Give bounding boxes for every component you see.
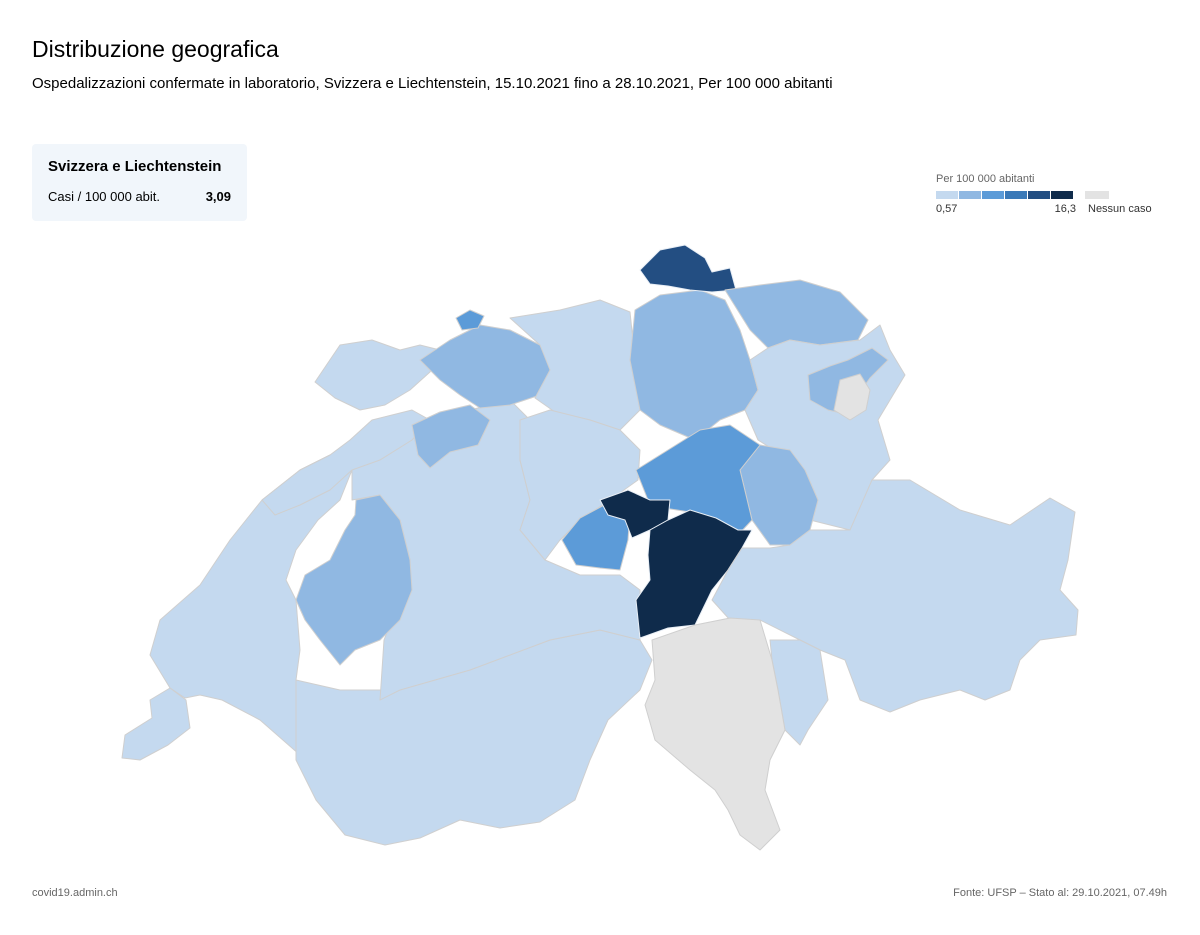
region-basel-city bbox=[455, 309, 485, 331]
region-schaffhausen bbox=[639, 244, 737, 293]
page-title: Distribuzione geografica bbox=[32, 36, 279, 62]
region-obwalden bbox=[561, 501, 631, 571]
legend-bin-6 bbox=[1051, 191, 1073, 199]
legend-color-bins bbox=[936, 191, 1074, 199]
region-fribourg bbox=[295, 494, 413, 666]
legend-title: Per 100 000 abitanti bbox=[936, 173, 1035, 185]
legend-min-label: 0,57 bbox=[936, 203, 958, 215]
summary-value: 3,09 bbox=[205, 189, 231, 204]
region-uri bbox=[635, 509, 753, 639]
legend-scale bbox=[936, 191, 1166, 199]
legend-bin-4 bbox=[1005, 191, 1027, 199]
summary-card: Svizzera e Liechtenstein Casi / 100 000 … bbox=[32, 144, 247, 221]
legend-no-case-label: Nessun caso bbox=[1088, 203, 1152, 215]
summary-title: Svizzera e Liechtenstein bbox=[48, 158, 222, 175]
summary-label: Casi / 100 000 abit. bbox=[48, 189, 161, 204]
legend-max-label: 16,3 bbox=[1054, 203, 1076, 215]
region-ticino bbox=[644, 617, 786, 851]
legend-labels: 0,57 16,3 Nessun caso bbox=[936, 203, 1166, 215]
map-legend: Per 100 000 abitanti 0,57 16,3 Nessun ca… bbox=[936, 173, 1166, 215]
region-jura bbox=[314, 339, 441, 411]
legend-no-case-swatch bbox=[1085, 191, 1109, 199]
footer-data-source: Fonte: UFSP – Stato al: 29.10.2021, 07.4… bbox=[953, 887, 1167, 899]
region-glarus bbox=[739, 444, 819, 546]
legend-bin-3 bbox=[982, 191, 1004, 199]
page-subtitle: Ospedalizzazioni confermate in laborator… bbox=[32, 75, 833, 92]
footer-source-site: covid19.admin.ch bbox=[32, 887, 118, 899]
region-geneva bbox=[121, 687, 191, 761]
summary-row: Casi / 100 000 abit. 3,09 bbox=[48, 189, 231, 204]
legend-bin-2 bbox=[959, 191, 981, 199]
region-solothurn bbox=[411, 404, 491, 469]
region-thurgau bbox=[724, 279, 869, 349]
legend-bin-5 bbox=[1028, 191, 1050, 199]
region-appenzell-inner bbox=[833, 373, 871, 421]
legend-bin-1 bbox=[936, 191, 958, 199]
